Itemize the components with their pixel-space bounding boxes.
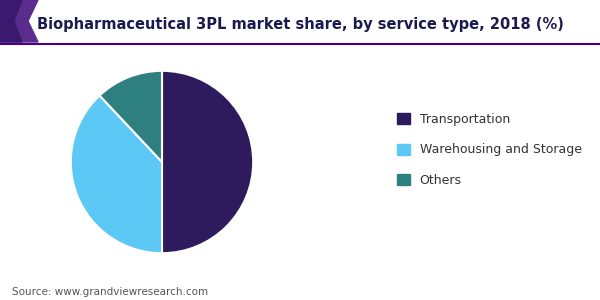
Wedge shape	[162, 71, 253, 253]
Legend: Transportation, Warehousing and Storage, Others: Transportation, Warehousing and Storage,…	[397, 113, 582, 187]
Polygon shape	[0, 0, 22, 42]
Text: Source: www.grandviewresearch.com: Source: www.grandviewresearch.com	[12, 287, 208, 297]
Polygon shape	[0, 0, 38, 42]
Wedge shape	[71, 95, 162, 253]
Wedge shape	[100, 71, 162, 162]
Text: Biopharmaceutical 3PL market share, by service type, 2018 (%): Biopharmaceutical 3PL market share, by s…	[37, 16, 563, 32]
